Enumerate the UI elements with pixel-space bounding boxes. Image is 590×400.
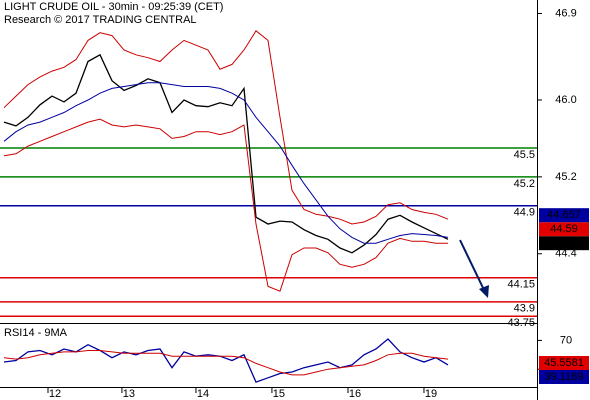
value-box-label: 45.5581 [544,357,584,369]
chart-title: LIGHT CRUDE OIL - 30min - 09:25:39 (CET) [4,1,223,13]
level-label: 44.15 [507,279,535,291]
value-box [539,222,589,237]
series-line [3,338,449,383]
x-tick-label: 14 [197,388,209,400]
y-tick-label: 46.0 [555,94,576,106]
series-line [3,118,448,292]
y-tick-label: 46.9 [555,7,576,19]
x-tick-label: 19 [425,388,437,400]
value-box-label: 44.657 [547,209,581,221]
series-line [3,53,449,254]
x-tick-label: 13 [123,388,135,400]
level-label: 45.5 [514,149,535,161]
level-label: 43.9 [514,303,535,315]
value-box [539,356,589,370]
series-line [3,350,449,376]
chart-subtitle: Research © 2017 TRADING CENTRAL [4,14,197,26]
forecast-arrow [459,239,489,298]
value-box-label: 44.51 [550,237,578,249]
x-tick-label: 15 [273,388,285,400]
y-tick-label: 44.4 [555,248,576,260]
value-box [539,208,589,223]
x-tick-label: 16 [349,388,361,400]
series-line [3,30,449,225]
series-line [3,82,449,244]
value-box [539,370,589,384]
level-label: 43.75 [507,317,535,329]
rsi-title: RSI14 - 9MA [4,327,68,339]
x-tick-label: 12 [49,388,61,400]
y-tick-label: 70 [560,334,572,346]
value-box-label: 39.1189 [545,371,584,383]
value-box [539,236,589,251]
value-box-label: 44.59 [550,223,578,235]
level-label: 44.9 [514,207,535,219]
level-label: 45.2 [514,178,535,190]
y-tick-label: 45.2 [555,171,576,183]
